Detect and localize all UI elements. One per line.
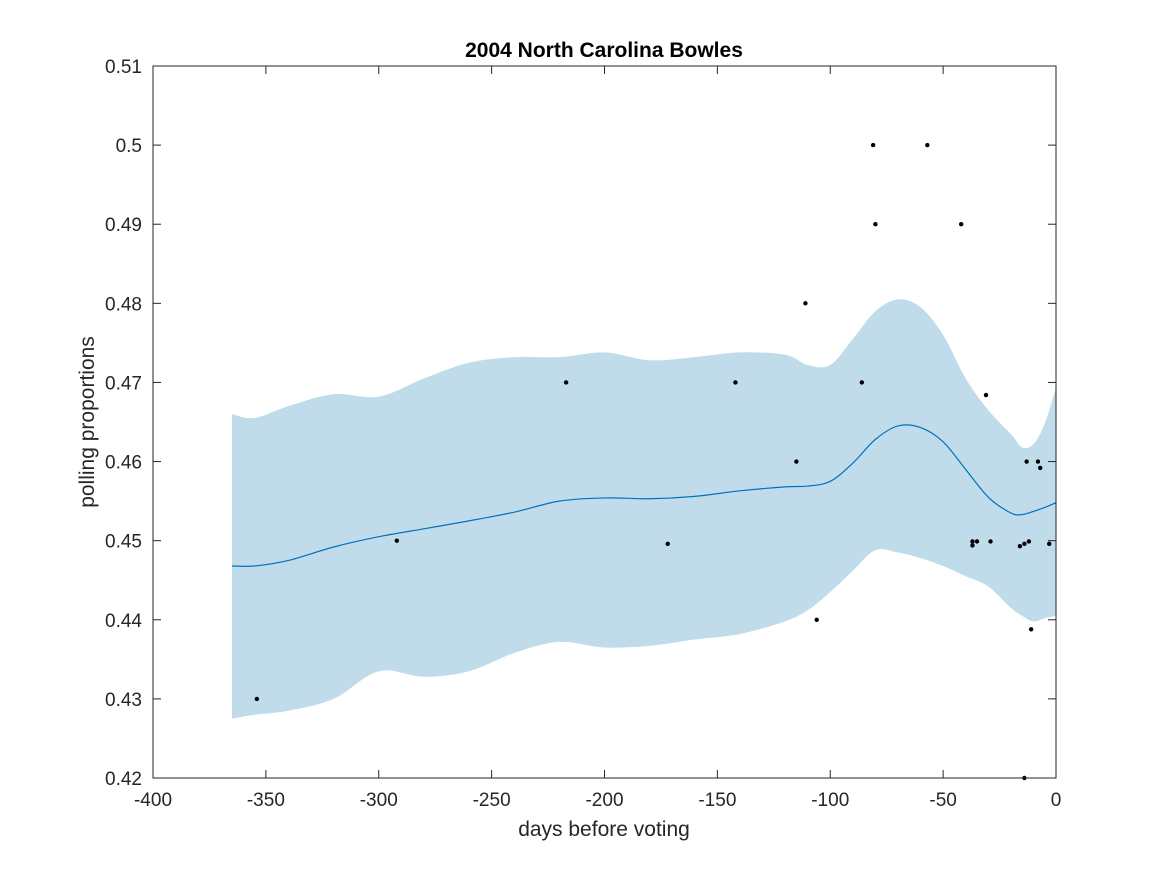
poll-point: [970, 539, 975, 544]
confidence-band: [232, 299, 1056, 719]
y-tick-label: 0.48: [105, 294, 142, 315]
poll-point: [563, 380, 569, 385]
x-tick-label: -300: [360, 790, 398, 811]
poll-point: [974, 539, 980, 544]
x-tick-label: -100: [811, 790, 849, 811]
y-tick-label: 0.42: [105, 769, 142, 790]
poll-point: [1047, 541, 1052, 547]
y-axis-label: polling proportions: [76, 336, 99, 508]
poll-point: [970, 543, 975, 548]
poll-point: [1037, 465, 1043, 471]
x-axis-ticks: -400 -350 -300 -250 -200 -150 -100 -50 0: [134, 66, 1061, 811]
poll-point: [988, 539, 993, 544]
x-axis-label: days before voting: [518, 818, 690, 841]
poll-point: [1024, 459, 1029, 464]
poll-point: [665, 541, 670, 547]
poll-point: [925, 142, 930, 148]
x-tick-label: -250: [473, 790, 511, 811]
chart-title: 2004 North Carolina Bowles: [465, 39, 743, 62]
poll-point: [1026, 539, 1032, 544]
poll-point: [1035, 459, 1041, 464]
y-tick-label: 0.49: [105, 215, 142, 236]
y-tick-label: 0.51: [105, 57, 142, 78]
x-tick-label: -150: [698, 790, 736, 811]
poll-point: [983, 392, 989, 398]
poll-point: [873, 222, 878, 227]
poll-point: [814, 617, 819, 622]
y-tick-label: 0.46: [105, 453, 142, 474]
poll-point: [859, 380, 865, 385]
x-tick-label: 0: [1051, 790, 1062, 811]
mean-line: [232, 424, 1057, 567]
x-tick-label: -400: [134, 790, 172, 811]
poll-point: [733, 380, 738, 385]
y-tick-label: 0.5: [116, 136, 142, 157]
poll-point: [794, 459, 799, 464]
y-tick-label: 0.45: [105, 532, 142, 553]
x-tick-label: -200: [585, 790, 623, 811]
confidence-band-layer: [232, 299, 1056, 719]
poll-point: [1017, 544, 1023, 549]
y-tick-label: 0.47: [105, 373, 142, 394]
y-tick-label: 0.44: [105, 611, 142, 632]
x-tick-label: -50: [929, 790, 956, 811]
poll-point: [254, 696, 260, 702]
poll-point: [394, 538, 400, 543]
poll-point: [958, 222, 964, 227]
poll-point: [803, 301, 808, 306]
poll-point: [870, 142, 876, 148]
y-tick-label: 0.43: [105, 690, 142, 711]
poll-point: [1022, 541, 1027, 547]
mean-line-layer: [232, 424, 1057, 567]
poll-point: [1028, 627, 1034, 632]
y-axis-ticks: 0.42 0.43 0.44 0.45 0.46 0.47 0.48 0.49 0.5 0.51: [105, 57, 1056, 790]
poll-points-layer: [254, 142, 1052, 781]
x-tick-label: -350: [247, 790, 285, 811]
